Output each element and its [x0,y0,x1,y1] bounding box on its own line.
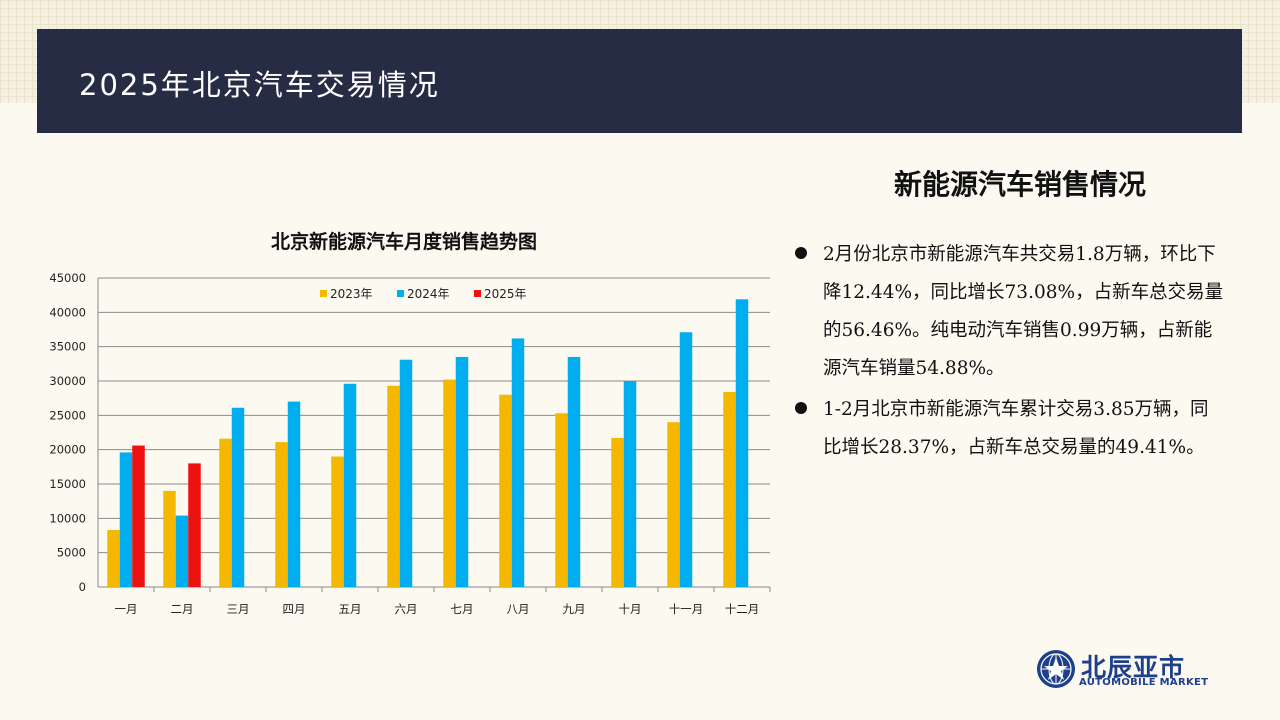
legend-swatch [320,290,327,297]
bar [387,385,400,587]
x-tick-label: 十月 [619,602,642,616]
y-tick-label: 0 [79,580,86,594]
y-tick-label: 20000 [49,443,86,457]
x-tick-label: 九月 [563,602,586,616]
logo-english-text: AUTOMOBILE MARKET [1079,677,1209,688]
x-tick-label: 二月 [171,602,194,616]
legend-label: 2025年 [484,287,527,301]
chart-title: 北京新能源汽车月度销售趋势图 [271,230,537,253]
bullet-text: 2月份北京市新能源汽车共交易1.8万辆，环比下降12.44%，同比增长73.08… [823,244,1224,379]
x-tick-label: 十一月 [669,602,704,616]
x-tick-label: 八月 [507,602,530,616]
bar [555,413,568,587]
bar [611,437,624,587]
legend-label: 2024年 [407,287,450,301]
bar [679,332,693,587]
bar [667,422,680,587]
globe-star-icon [1037,650,1075,688]
logo-chinese-text: 北辰亚市 [1081,653,1186,682]
bar [107,530,120,587]
x-tick-label: 五月 [339,602,362,616]
bar [443,379,456,587]
company-logo: 北辰亚市 AUTOMOBILE MARKET [1035,646,1215,692]
x-tick-label: 七月 [451,602,474,616]
y-tick-label: 30000 [49,374,86,388]
bar [455,356,469,587]
header-bar: 2025年北京汽车交易情况 [37,29,1242,133]
bar [119,452,133,587]
page-title: 2025年北京汽车交易情况 [79,68,440,102]
bullet-list: 2月份北京市新能源汽车共交易1.8万辆，环比下降12.44%，同比增长73.08… [794,236,1224,470]
section-title: 新能源汽车销售情况 [893,168,1146,201]
legend-swatch [397,290,404,297]
legend-swatch [474,290,481,297]
bar [287,401,301,587]
bar [188,463,201,587]
y-tick-label: 45000 [49,271,86,285]
sales-bar-chart: 北京新能源汽车月度销售趋势图 0 5000 10000 15000 20000 25000 3… [49,230,771,616]
bar [723,391,736,587]
bullet-dot-icon [795,402,807,414]
bullet-dot-icon [795,247,807,259]
x-tick-label: 一月 [115,602,138,616]
y-tick-label: 15000 [49,477,86,491]
bullet-text: 1-2月北京市新能源汽车累计交易3.85万辆，同比增长28.37%，占新车总交易… [823,399,1209,458]
bar [735,299,749,587]
bar [499,394,512,587]
x-tick-label: 四月 [283,602,306,616]
bullet-item: 1-2月北京市新能源汽车累计交易3.85万辆，同比增长28.37%，占新车总交易… [794,391,1224,467]
x-tick-label: 三月 [227,602,250,616]
bar [275,442,288,587]
bar [331,456,344,587]
bar [399,359,413,587]
y-tick-label: 25000 [49,408,86,422]
bar [623,381,637,587]
legend-label: 2023年 [330,287,373,301]
bar [567,356,581,587]
y-tick-label: 40000 [49,305,86,319]
x-tick-label: 十二月 [725,602,760,616]
bar [219,438,232,587]
bar [175,515,189,587]
y-tick-label: 35000 [49,340,86,354]
bar [132,445,145,587]
x-tick-label: 六月 [395,602,418,616]
bar [231,407,245,587]
y-tick-label: 10000 [49,511,86,525]
bar [163,490,176,587]
bar [511,338,525,587]
y-tick-label: 5000 [57,546,86,560]
bullet-item: 2月份北京市新能源汽车共交易1.8万辆，环比下降12.44%，同比增长73.08… [794,236,1224,388]
bar [343,383,357,587]
